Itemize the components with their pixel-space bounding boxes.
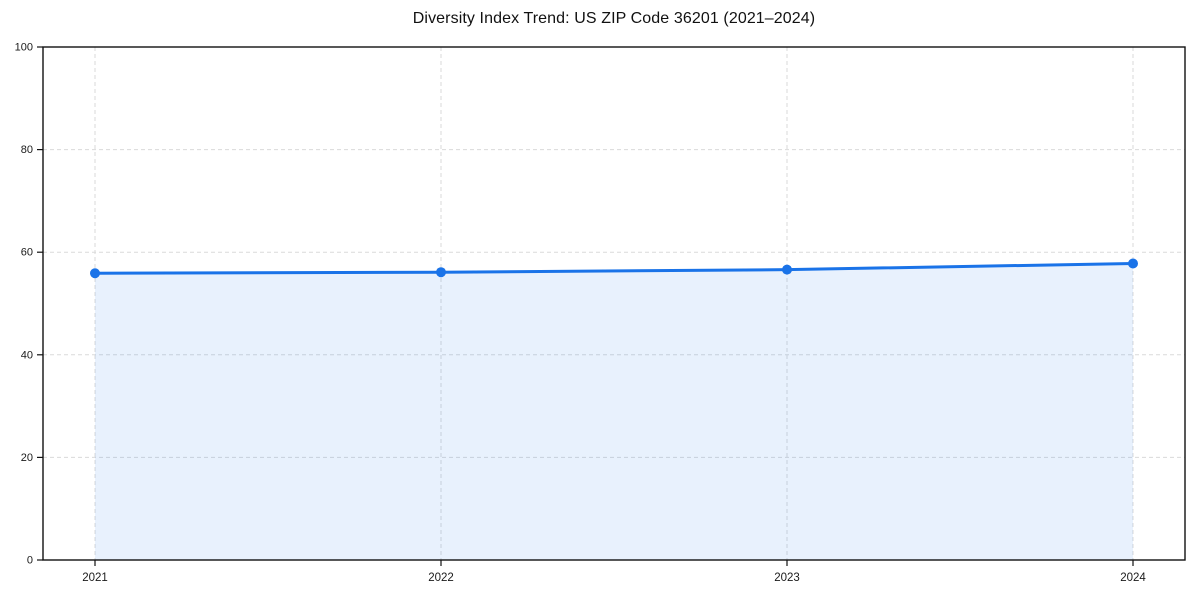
- chart-title: Diversity Index Trend: US ZIP Code 36201…: [412, 10, 816, 27]
- data-point: [1128, 258, 1138, 269]
- plot-border: [42, 46, 1186, 561]
- y-tick-label: 100: [15, 42, 33, 54]
- y-tick-label: 40: [21, 349, 33, 361]
- x-tick-label: 2022: [428, 572, 454, 584]
- y-tick-label: 0: [27, 555, 33, 567]
- x-tick-label: 2024: [1120, 572, 1146, 584]
- y-tick-label: 80: [21, 144, 33, 156]
- x-tick-label: 2023: [774, 572, 800, 584]
- area-fill: [95, 263, 1133, 560]
- data-point: [90, 268, 100, 279]
- data-line: [93, 261, 1135, 275]
- y-tick-label: 20: [21, 452, 33, 464]
- x-tick-label: 2021: [82, 572, 108, 584]
- data-point: [436, 267, 446, 278]
- data-point: [782, 264, 792, 275]
- y-tick-label: 60: [21, 247, 33, 259]
